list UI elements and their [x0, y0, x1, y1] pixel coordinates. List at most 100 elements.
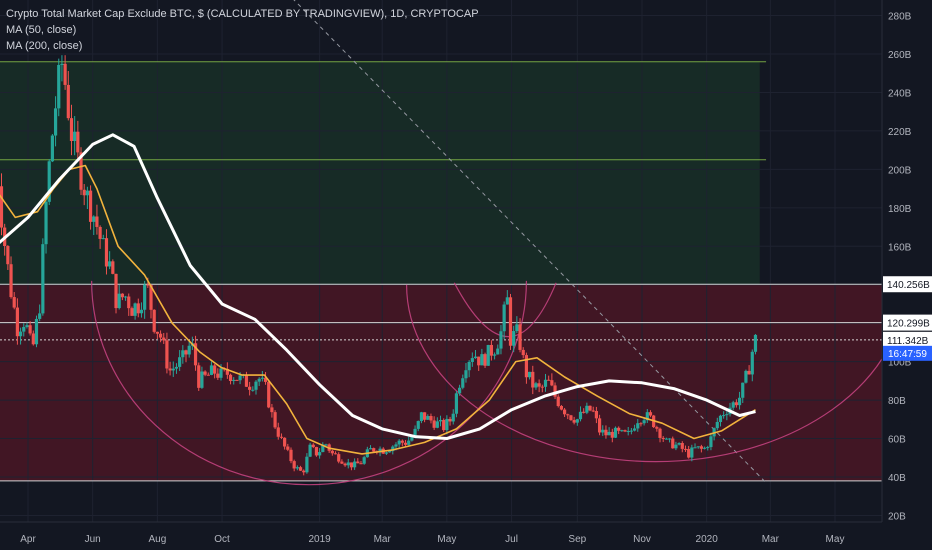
candle-down: [680, 443, 684, 449]
price-axis-background: [882, 0, 932, 550]
candle-up: [737, 397, 742, 406]
candle-up: [174, 366, 179, 369]
candle-up: [492, 354, 497, 356]
legend-ma200[interactable]: MA (200, close): [6, 40, 83, 52]
candle-up: [502, 304, 506, 332]
candle-down: [524, 355, 529, 378]
candle-up: [464, 370, 468, 379]
candle-down: [197, 365, 201, 388]
candle-up: [706, 447, 710, 449]
candle-up: [25, 325, 29, 327]
candle-up: [677, 443, 681, 445]
candle-up: [438, 419, 443, 422]
legend-ma50[interactable]: MA (50, close): [6, 24, 77, 36]
candle-up: [57, 64, 61, 109]
candle-up: [454, 393, 459, 414]
candle-up: [578, 411, 583, 420]
y-tick-label: 260B: [888, 50, 912, 61]
candle-up: [467, 361, 471, 371]
ma50-line[interactable]: [0, 164, 756, 455]
price-axis[interactable]: 20B40B60B80B100B120B140B160B180B200B220B…: [881, 0, 932, 550]
candle-down: [442, 419, 446, 431]
candle-up: [397, 440, 401, 445]
x-tick-label: Apr: [20, 534, 36, 545]
candle-up: [753, 334, 758, 352]
x-tick-label: Nov: [633, 534, 651, 545]
candle-down: [623, 430, 627, 432]
candle-up: [101, 238, 105, 240]
candle-up: [458, 387, 462, 394]
candle-up: [585, 405, 589, 413]
candle-up: [394, 444, 398, 447]
x-tick-label: Mar: [374, 534, 392, 545]
candle-up: [629, 430, 633, 432]
candle-down: [127, 296, 131, 309]
candle-down: [302, 470, 306, 473]
candle-up: [718, 415, 723, 423]
candle-down: [483, 354, 487, 366]
candle-down: [289, 449, 293, 462]
y-tick-label: 100B: [888, 358, 912, 369]
x-tick-label: Mar: [762, 534, 780, 545]
candle-down: [286, 446, 290, 450]
candle-up: [18, 331, 23, 337]
candle-down: [655, 427, 659, 429]
candle-down: [340, 461, 344, 464]
y-tick-label: 160B: [888, 242, 912, 253]
candle-up: [200, 371, 204, 388]
candle-down: [314, 447, 319, 456]
candle-down: [349, 462, 354, 468]
candle-up: [496, 348, 500, 355]
candle-up: [725, 414, 729, 416]
candle-down: [79, 152, 83, 190]
chart-title: Crypto Total Market Cap Exclude BTC, $ (…: [6, 8, 479, 20]
candle-down: [311, 444, 315, 448]
candle-down: [508, 297, 513, 346]
candle-down: [292, 461, 296, 469]
cup-arc-handle[interactable]: [453, 282, 557, 338]
candle-down: [15, 307, 19, 337]
candles: [0, 55, 758, 476]
candle-down: [591, 410, 595, 412]
candle-up: [715, 422, 719, 429]
cup-arc-left[interactable]: [91, 280, 528, 485]
candle-up: [260, 377, 264, 379]
candle-up: [626, 430, 630, 432]
candle-down: [276, 427, 280, 437]
x-tick-label: May: [437, 534, 456, 545]
candle-up: [419, 412, 424, 422]
candle-down: [31, 333, 35, 345]
candle-up: [384, 452, 389, 454]
candle-up: [85, 190, 89, 196]
time-axis[interactable]: Apr Jun Aug Oct 2019 Mar May Jul Sep Nov 2020 Mar Ma…: [0, 521, 882, 550]
candle-up: [60, 63, 64, 65]
trend-line[interactable]: [287, 0, 767, 484]
candle-up: [410, 436, 414, 441]
candle-down: [572, 420, 576, 423]
candle-up: [473, 356, 478, 359]
ma200-line[interactable]: [0, 133, 756, 440]
candle-up: [744, 370, 748, 383]
countdown-label: 16:47:59: [888, 349, 927, 360]
candle-down: [582, 411, 586, 413]
candle-down: [162, 337, 166, 341]
candle-down: [267, 381, 271, 408]
candle-up: [187, 345, 191, 355]
candle-up: [308, 444, 312, 457]
candle-up: [117, 293, 121, 309]
candle-down: [12, 297, 16, 308]
candle-up: [92, 216, 96, 222]
candle-up: [362, 457, 366, 464]
candle-up: [123, 296, 128, 298]
candle-up: [171, 368, 175, 371]
x-tick-label: Sep: [568, 534, 586, 545]
candle-up: [388, 451, 392, 453]
x-tick-label: Aug: [148, 534, 166, 545]
candle-up: [407, 440, 411, 445]
candle-up: [674, 444, 678, 449]
candle-down: [136, 303, 140, 314]
candle-up: [451, 413, 455, 422]
cup-arc-right[interactable]: [405, 284, 906, 463]
candle-down: [216, 373, 220, 378]
candle-up: [645, 412, 649, 421]
